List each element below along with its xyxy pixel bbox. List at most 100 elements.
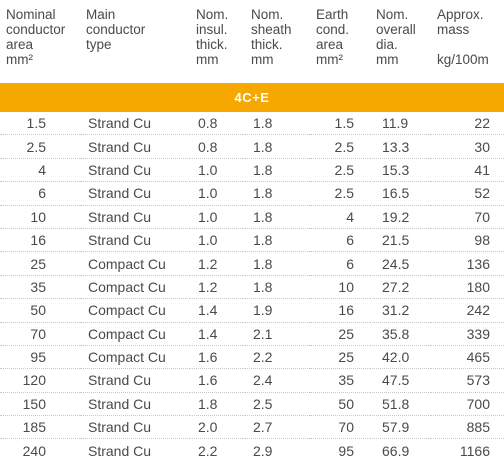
cell-sheath: 2.7 (245, 415, 310, 440)
header-insulation-thickness: Nom. insul. thick. mm (196, 7, 229, 67)
cell-mass: 242 (431, 298, 504, 323)
cell-sheath: 2.9 (253, 442, 273, 459)
cell-earth: 2.5 (310, 181, 370, 206)
cell-insulation: 1.0 (190, 205, 245, 229)
cell-earth: 2.5 (310, 158, 370, 183)
cell-sheath: 1.8 (245, 275, 310, 300)
cell-type: Strand Cu (80, 228, 190, 253)
cell-type: Strand Cu (80, 112, 190, 136)
section-label: 4C+E (0, 83, 504, 112)
cell-type: Compact Cu (80, 298, 190, 323)
cell-earth: 4 (310, 205, 370, 229)
cell-mass: 573 (431, 368, 504, 393)
table-row: 240 Strand Cu 2.2 2.9 95 66.9 1166 (0, 439, 504, 462)
cell-type: Strand Cu (88, 442, 152, 459)
cell-area: 120 (0, 368, 80, 393)
table-row: 16 Strand Cu 1.0 1.8 6 21.5 98 (0, 228, 504, 253)
cell-type: Strand Cu (80, 392, 190, 417)
cell-sheath: 1.8 (245, 251, 310, 276)
cell-type: Compact Cu (80, 345, 190, 370)
cell-sheath: 1.8 (245, 228, 310, 253)
cell-insulation: 0.8 (190, 112, 245, 136)
cell-mass: 180 (431, 275, 504, 300)
cell-area: 185 (0, 415, 80, 440)
cell-diameter: 11.9 (370, 112, 431, 136)
cell-type: Strand Cu (80, 158, 190, 183)
cell-insulation: 1.6 (190, 345, 245, 370)
cell-diameter: 13.3 (370, 134, 431, 159)
cell-sheath: 1.8 (245, 205, 310, 229)
header-approx-mass: Approx. mass kg/100m (437, 7, 489, 67)
cell-insulation: 1.8 (190, 392, 245, 417)
cell-area: 35 (0, 275, 80, 300)
header-earth-area: Earth cond. area mm² (316, 7, 350, 67)
cell-area: 150 (0, 392, 80, 417)
cell-mass: 52 (431, 181, 504, 206)
cell-mass: 465 (431, 345, 504, 370)
cell-mass: 70 (431, 205, 504, 229)
cell-insulation: 0.8 (190, 134, 245, 159)
table-row: 10 Strand Cu 1.0 1.8 4 19.2 70 (0, 205, 504, 229)
cell-mass: 22 (431, 112, 504, 136)
cell-type: Compact Cu (80, 251, 190, 276)
cell-sheath: 1.9 (245, 298, 310, 323)
table-row: 1.5 Strand Cu 0.8 1.8 1.5 11.9 22 (0, 112, 504, 136)
cell-diameter: 24.5 (370, 251, 431, 276)
header-conductor-type: Main conductor type (86, 7, 146, 52)
cell-diameter: 27.2 (370, 275, 431, 300)
cell-mass: 700 (431, 392, 504, 417)
table-row: 70 Compact Cu 1.4 2.1 25 35.8 339 (0, 322, 504, 346)
cell-insulation: 1.4 (190, 298, 245, 323)
cell-area: 1.5 (0, 112, 80, 136)
cell-diameter: 35.8 (370, 322, 431, 346)
cell-type: Compact Cu (80, 275, 190, 300)
cell-diameter: 57.9 (370, 415, 431, 440)
cell-area: 50 (0, 298, 80, 323)
cell-sheath: 1.8 (245, 158, 310, 183)
table-row: 95 Compact Cu 1.6 2.2 25 42.0 465 (0, 345, 504, 370)
cell-mass: 885 (431, 415, 504, 440)
cell-earth: 16 (310, 298, 370, 323)
cell-earth: 70 (310, 415, 370, 440)
cell-diameter: 47.5 (370, 368, 431, 393)
cell-insulation: 1.2 (190, 251, 245, 276)
cell-earth: 2.5 (310, 134, 370, 159)
cell-earth: 10 (310, 275, 370, 300)
cell-earth: 95 (338, 442, 354, 459)
cell-insulation: 1.0 (190, 181, 245, 206)
cell-type: Strand Cu (80, 205, 190, 229)
cell-earth: 35 (310, 368, 370, 393)
cell-type: Strand Cu (80, 415, 190, 440)
cell-area: 16 (0, 228, 80, 253)
cell-area: 25 (0, 251, 80, 276)
header-row: Nominal conductor area mm² Main conducto… (0, 0, 504, 83)
cell-area: 2.5 (0, 134, 80, 159)
cell-type: Strand Cu (80, 181, 190, 206)
table-header: Nominal conductor area mm² Main conducto… (0, 0, 504, 83)
cell-mass: 30 (431, 134, 504, 159)
cell-sheath: 1.8 (245, 134, 310, 159)
cell-diameter: 42.0 (370, 345, 431, 370)
cell-area: 6 (0, 181, 80, 206)
cell-diameter: 66.9 (382, 442, 410, 459)
cell-diameter: 15.3 (370, 158, 431, 183)
cell-type: Compact Cu (80, 322, 190, 346)
header-overall-diameter: Nom. overall dia. mm (376, 7, 416, 67)
cell-area: 10 (0, 205, 80, 229)
cell-insulation: 1.4 (190, 322, 245, 346)
cell-sheath: 1.8 (245, 112, 310, 136)
cell-area: 240 (22, 442, 46, 459)
cell-insulation: 2.2 (198, 442, 218, 459)
cell-area: 70 (0, 322, 80, 346)
cell-sheath: 2.5 (245, 392, 310, 417)
cell-mass: 1166 (459, 442, 490, 459)
table-row: 25 Compact Cu 1.2 1.8 6 24.5 136 (0, 251, 504, 276)
cell-diameter: 51.8 (370, 392, 431, 417)
cell-diameter: 31.2 (370, 298, 431, 323)
cell-sheath: 2.2 (245, 345, 310, 370)
table-body: 4C+E 1.5 Strand Cu 0.8 1.8 1.5 11.9 22 2… (0, 83, 504, 462)
cell-insulation: 1.6 (190, 368, 245, 393)
cell-earth: 50 (310, 392, 370, 417)
cell-earth: 25 (310, 345, 370, 370)
